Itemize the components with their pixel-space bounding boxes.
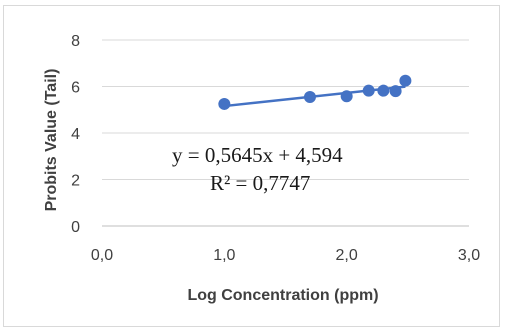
y-tick-label: 4 [71, 126, 80, 143]
gridlines [102, 39, 469, 227]
data-point [389, 85, 402, 98]
data-point [218, 97, 231, 110]
data-point [362, 84, 375, 97]
x-tick-label: 3,0 [458, 247, 480, 264]
chart-frame [3, 5, 500, 327]
y-axis-ticks: 0 2 4 6 8 [71, 33, 80, 236]
y-tick-label: 8 [71, 33, 80, 50]
data-points [218, 74, 412, 110]
y-tick-label: 6 [71, 80, 80, 97]
data-point [303, 90, 316, 103]
x-axis-title: Log Concentration (ppm) [187, 287, 378, 304]
data-point [377, 84, 390, 97]
y-tick-label: 0 [71, 219, 80, 236]
equation-label: y = 0,5645x + 4,594 [172, 143, 343, 167]
y-axis-title: Probits Value (Tail) [43, 69, 60, 212]
x-axis-ticks: 0,0 1,0 2,0 3,0 [91, 247, 480, 264]
x-tick-label: 1,0 [213, 247, 235, 264]
r-squared-label: R² = 0,7747 [210, 171, 310, 195]
data-point [399, 74, 412, 87]
y-tick-label: 2 [71, 173, 80, 190]
x-tick-label: 2,0 [336, 247, 358, 264]
data-point [340, 90, 353, 103]
x-tick-label: 0,0 [91, 247, 113, 264]
